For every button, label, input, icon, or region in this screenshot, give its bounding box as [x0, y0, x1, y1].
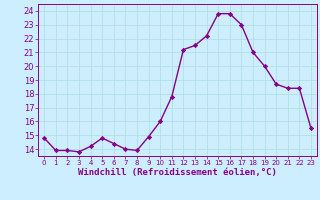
X-axis label: Windchill (Refroidissement éolien,°C): Windchill (Refroidissement éolien,°C) [78, 168, 277, 177]
